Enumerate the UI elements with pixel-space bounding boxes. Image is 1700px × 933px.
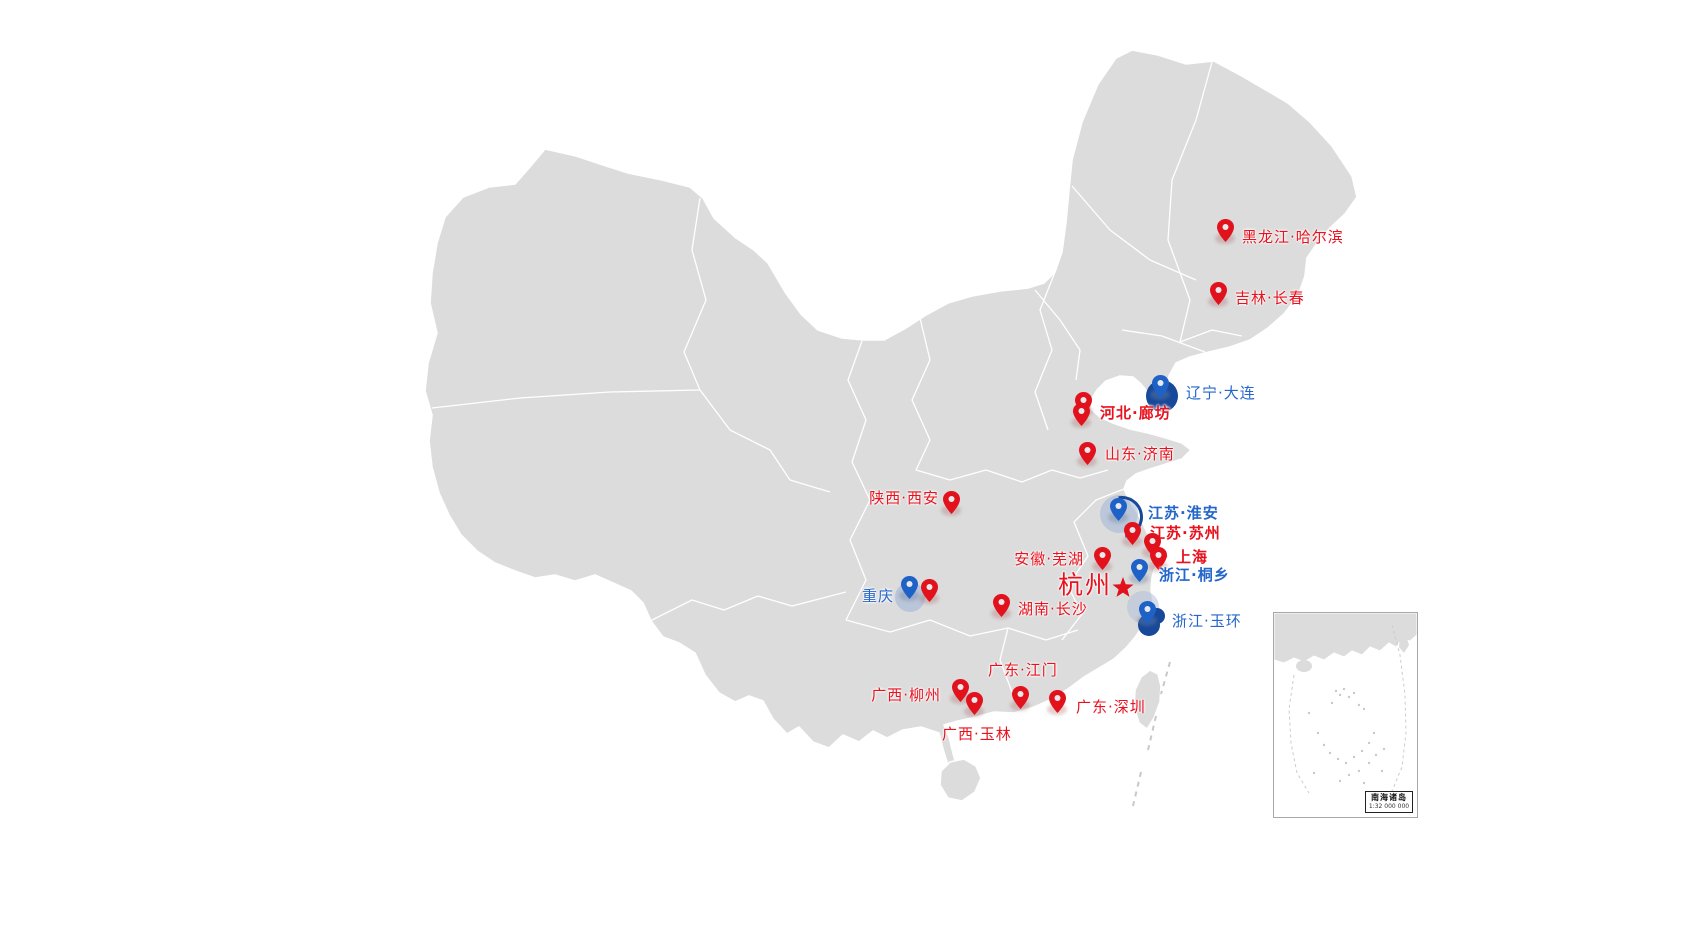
wuhu-label: 安徽·芜湖	[1014, 549, 1084, 568]
hainan-island	[939, 758, 982, 802]
jiangmen-label: 广东·江门	[988, 660, 1058, 679]
tongxiang-pin[interactable]	[1130, 559, 1148, 583]
changsha-label: 湖南·长沙	[1018, 599, 1088, 618]
yulin-label: 广西·玉林	[942, 724, 1012, 743]
huaian-label: 江苏·淮安	[1148, 503, 1219, 522]
harbin-pin[interactable]	[1216, 219, 1234, 243]
huaian-pin[interactable]	[1109, 498, 1127, 522]
changchun-pin[interactable]	[1209, 282, 1227, 306]
hangzhou-label: 杭州	[1057, 570, 1112, 600]
shanghai-label: 上海	[1176, 547, 1209, 566]
inset-dash-line-west	[1288, 674, 1310, 794]
shenzhen-label: 广东·深圳	[1076, 697, 1146, 716]
chongqing-pin-2[interactable]	[920, 579, 938, 603]
tongxiang-label: 浙江·桐乡	[1159, 565, 1230, 584]
shanghai-pin-2[interactable]	[1149, 547, 1167, 571]
xian-pin[interactable]	[942, 491, 960, 515]
yuhuan-pin[interactable]	[1138, 601, 1156, 625]
suzhou-pin[interactable]	[1123, 522, 1141, 546]
changsha-pin[interactable]	[992, 594, 1010, 618]
yulin-pin[interactable]	[965, 692, 983, 716]
inset-map-svg	[1274, 613, 1417, 804]
liuzhou-pin[interactable]	[951, 679, 969, 703]
dalian-label: 辽宁·大连	[1186, 383, 1256, 402]
province-borders	[431, 61, 1243, 693]
inset-dash-line-east	[1373, 624, 1407, 804]
inset-scale: 1:32 000 000	[1368, 803, 1410, 810]
inset-label-box: 南海诸岛 1:32 000 000	[1365, 791, 1413, 813]
jiangmen-pin[interactable]	[1011, 686, 1029, 710]
hangzhou-star-icon[interactable]	[1112, 577, 1134, 603]
yuhuan-label: 浙江·玉环	[1172, 611, 1242, 630]
dalian-pin[interactable]	[1151, 375, 1169, 399]
langfang-label: 河北·廊坊	[1100, 403, 1171, 422]
wuhu-pin[interactable]	[1093, 547, 1111, 571]
inset-taiwan	[1399, 635, 1409, 653]
harbin-label: 黑龙江·哈尔滨	[1242, 227, 1344, 246]
taiwan-island	[1133, 669, 1162, 730]
inset-islands	[1307, 687, 1386, 785]
chongqing-label: 重庆	[861, 586, 894, 605]
liuzhou-label: 广西·柳州	[871, 685, 941, 704]
south-china-sea-inset: 南海诸岛 1:32 000 000	[1273, 612, 1418, 818]
inset-coastline	[1274, 613, 1417, 664]
shenzhen-pin[interactable]	[1048, 690, 1066, 714]
jinan-label: 山东·济南	[1105, 444, 1175, 463]
xian-label: 陕西·西安	[869, 488, 939, 507]
suzhou-label: 江苏·苏州	[1150, 523, 1221, 542]
langfang-pin-2[interactable]	[1072, 403, 1090, 427]
chongqing-pin-1[interactable]	[900, 576, 918, 600]
changchun-label: 吉林·长春	[1235, 288, 1305, 307]
inset-title: 南海诸岛	[1371, 793, 1407, 802]
jinan-pin[interactable]	[1078, 442, 1096, 466]
inset-hainan	[1296, 660, 1312, 672]
